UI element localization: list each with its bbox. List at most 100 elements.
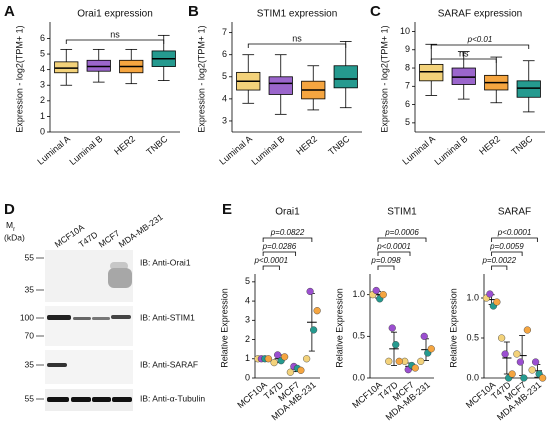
y-tick-label: 4: [245, 295, 250, 305]
annotation: p<0.01: [467, 35, 493, 44]
point: [379, 291, 387, 299]
x-tick-label: HER2: [112, 134, 137, 157]
annotation: ns: [292, 33, 302, 43]
point: [520, 374, 528, 382]
point: [501, 350, 509, 358]
bracket: [262, 265, 280, 270]
point: [286, 368, 294, 376]
band: [108, 268, 132, 288]
mw-marker: 55: [25, 393, 35, 403]
x-tick-label: HER2: [477, 134, 502, 157]
point: [420, 332, 428, 340]
y-tick-label: 4: [222, 93, 227, 103]
point: [297, 366, 305, 374]
unit-label: (kDa): [4, 232, 25, 242]
blot-strip: [45, 306, 133, 346]
chart-title: SARAF expression: [438, 9, 522, 20]
mw-marker: 100: [20, 312, 34, 322]
y-tick-label: 10: [400, 26, 410, 36]
ib-label: IB: Anti-SARAF: [140, 359, 198, 369]
annotation: p=0.0006: [384, 228, 419, 237]
chart-title: STIM1: [387, 207, 417, 218]
y-tick-label: 0: [40, 126, 45, 136]
y-tick-label: 8: [405, 62, 410, 72]
y-tick-label: 5: [245, 276, 250, 286]
x-tick-label: Luminal B: [249, 134, 286, 167]
ib-label: IB: Anti-Orai1: [140, 257, 191, 267]
point: [310, 326, 318, 334]
box: [333, 65, 358, 89]
panel-letter: C: [370, 3, 381, 20]
point: [395, 357, 403, 365]
y-tick-label: 9: [405, 44, 410, 54]
chart-title: Orai1 expression: [77, 9, 153, 20]
bracket: [262, 251, 297, 256]
annotation: p=0.0059: [489, 242, 524, 251]
box: [268, 76, 293, 95]
point: [303, 355, 311, 363]
panel-letter: A: [4, 3, 15, 20]
y-tick-label: 2: [245, 334, 250, 344]
y-tick-label: 0.5: [466, 332, 479, 342]
point: [486, 290, 494, 298]
y-axis-label: Expression - log2(TPM+ 1): [379, 25, 389, 132]
point: [392, 341, 400, 349]
y-tick-label: 1: [245, 353, 250, 363]
y-tick-label: 0.0: [466, 372, 479, 382]
annotation: p=0.098: [370, 256, 401, 265]
lane-label: MCF7: [97, 228, 122, 250]
band: [71, 397, 91, 402]
y-tick-label: 5: [222, 71, 227, 81]
point: [313, 307, 321, 315]
point: [523, 326, 531, 334]
mr-label: Mr: [6, 220, 15, 232]
x-tick-label: HER2: [294, 134, 319, 157]
bracket: [377, 237, 427, 242]
bracket: [377, 251, 411, 256]
y-tick-label: 3: [222, 115, 227, 125]
y-tick-label: 7: [222, 27, 227, 37]
point: [270, 359, 278, 367]
point: [281, 353, 289, 361]
y-axis-label: Relative Expression: [448, 288, 458, 368]
point: [532, 358, 540, 366]
chart-title: SARAF: [498, 207, 531, 218]
y-tick-label: 4: [40, 64, 45, 74]
band: [112, 397, 132, 402]
annotation: p<0.0001: [253, 256, 288, 265]
annotation: ns: [459, 48, 469, 58]
y-tick-label: 0.5: [352, 331, 365, 341]
mw-marker: 35: [25, 359, 35, 369]
band: [47, 315, 71, 320]
band: [47, 363, 67, 367]
y-axis-label: Relative Expression: [219, 288, 229, 368]
point: [264, 355, 272, 363]
y-tick-label: 6: [405, 99, 410, 109]
bracket: [65, 39, 165, 44]
band: [92, 317, 110, 320]
band: [111, 315, 131, 319]
point: [385, 357, 393, 365]
box: [54, 61, 79, 74]
lane-label: MDA-MB-231: [117, 212, 165, 250]
x-tick-label: Luminal A: [217, 134, 254, 167]
panel-letter: D: [4, 201, 15, 218]
box: [86, 59, 111, 72]
box: [516, 80, 541, 98]
y-tick-label: 1: [40, 111, 45, 121]
x-tick-label: Luminal B: [432, 134, 469, 167]
y-tick-label: 6: [222, 49, 227, 59]
point: [372, 286, 380, 295]
y-tick-label: 5: [40, 48, 45, 58]
blot-image: [45, 250, 133, 411]
y-tick-label: 1.0: [352, 289, 365, 299]
point: [493, 298, 501, 306]
mr: M: [6, 220, 13, 230]
y-tick-label: 3: [40, 80, 45, 90]
y-tick-label: 6: [40, 33, 45, 43]
band: [92, 397, 111, 402]
y-tick-label: 0: [245, 372, 250, 382]
y-axis-label: Relative Expression: [334, 288, 344, 368]
band: [73, 317, 91, 320]
chart-title: Orai1: [275, 207, 300, 218]
